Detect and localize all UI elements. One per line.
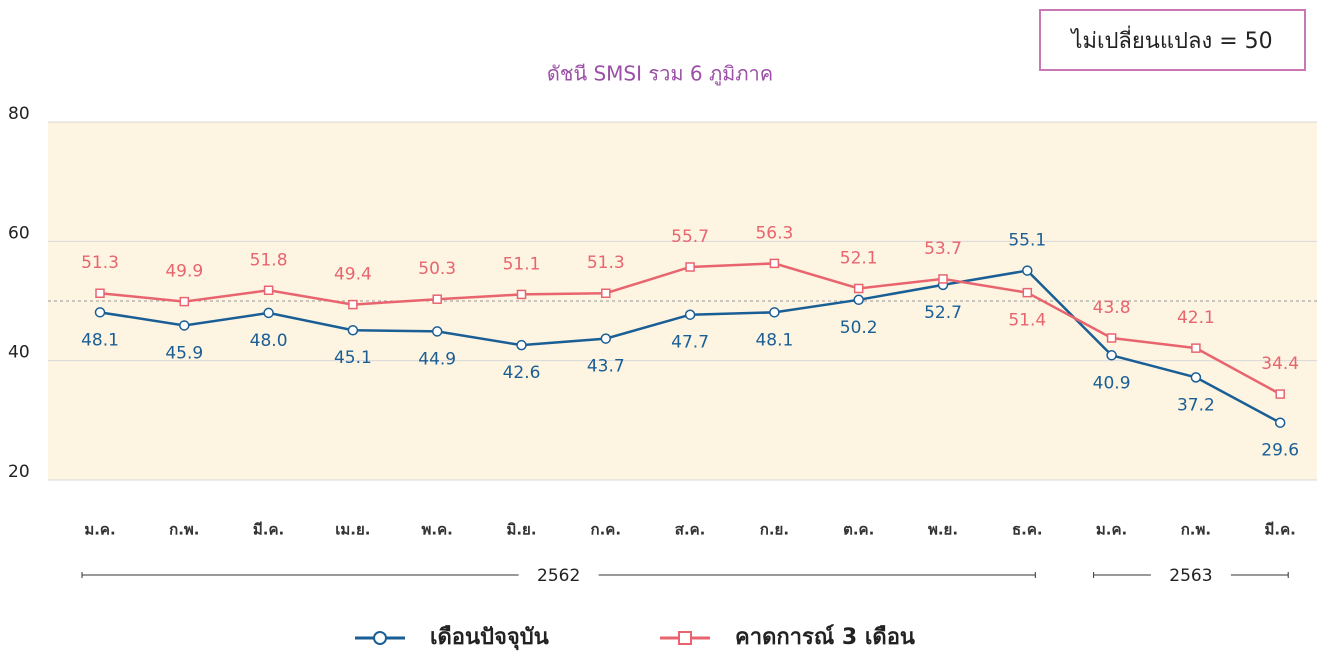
data-label: 44.9 [418, 349, 456, 369]
point [433, 295, 441, 303]
point [1276, 418, 1285, 427]
data-label: 42.1 [1177, 308, 1215, 328]
data-label: 45.1 [334, 348, 372, 368]
page: {"chart_data": {"type": "line", "title":… [0, 0, 1317, 664]
point [686, 310, 695, 319]
data-label: 40.9 [1093, 373, 1131, 393]
data-label: 42.6 [503, 363, 541, 383]
data-label: 50.3 [418, 259, 456, 279]
point [770, 308, 779, 317]
point [96, 308, 105, 317]
point [517, 341, 526, 350]
point [1023, 266, 1032, 275]
data-label: 43.7 [587, 357, 625, 377]
x-tick-label: ม.ค. [1096, 521, 1127, 539]
year-label: 2562 [537, 566, 580, 586]
data-label: 47.7 [671, 333, 709, 353]
chart-title: ดัชนี SMSI รวม 6 ภูมิภาค [547, 62, 773, 87]
point [265, 286, 273, 294]
point [1108, 334, 1116, 342]
y-tick-label: 80 [8, 104, 30, 124]
data-label: 56.3 [755, 223, 793, 243]
point [939, 275, 947, 283]
chart: ดัชนี SMSI รวม 6 ภูมิภาค ไม่เปลี่ยนแปลง … [0, 0, 1317, 664]
point [1107, 351, 1116, 360]
data-label: 51.3 [81, 253, 119, 273]
x-tick-label: ส.ค. [675, 521, 706, 539]
legend-label: เดือนปัจจุบัน [430, 625, 549, 651]
point [855, 284, 863, 292]
annotation: ไม่เปลี่ยนแปลง = 50 [1069, 25, 1272, 54]
point [96, 289, 104, 297]
point [1192, 344, 1200, 352]
x-tick-label: เม.ย. [335, 521, 370, 539]
y-tick-label: 60 [8, 223, 30, 243]
data-label: 51.4 [1008, 311, 1046, 331]
y-tick-label: 20 [8, 462, 30, 482]
point [180, 298, 188, 306]
point [686, 263, 694, 271]
data-label: 43.8 [1093, 298, 1131, 318]
x-tick-label: ก.ค. [591, 521, 622, 539]
point [770, 259, 778, 267]
point [264, 308, 273, 317]
x-tick-label: ต.ค. [843, 521, 874, 539]
point [349, 301, 357, 309]
data-label: 48.1 [755, 330, 793, 350]
x-tick-label: ก.พ. [169, 521, 199, 539]
point [348, 326, 357, 335]
point [433, 327, 442, 336]
x-tick-label: พ.ค. [422, 521, 453, 539]
x-tick-label: ก.ย. [760, 521, 789, 539]
data-label: 34.4 [1261, 354, 1299, 374]
data-label: 37.2 [1177, 395, 1215, 415]
x-tick-label: มี.ค. [253, 521, 284, 539]
x-tick-label: ธ.ค. [1012, 521, 1043, 539]
data-label: 48.1 [81, 330, 119, 350]
data-label: 49.4 [334, 265, 372, 285]
x-tick-label: ม.ค. [84, 521, 115, 539]
point [518, 290, 526, 298]
data-label: 52.1 [840, 248, 878, 268]
data-label: 51.3 [587, 253, 625, 273]
point [854, 295, 863, 304]
data-label: 49.9 [165, 262, 203, 282]
data-label: 48.0 [250, 331, 288, 351]
year-label: 2563 [1169, 566, 1212, 586]
data-label: 50.2 [840, 318, 878, 338]
x-tick-label: พ.ย. [928, 521, 958, 539]
data-label: 52.7 [924, 303, 962, 323]
x-tick-label: มิ.ย. [506, 521, 536, 539]
data-label: 51.8 [250, 250, 288, 270]
point [601, 334, 610, 343]
data-label: 55.1 [1008, 231, 1046, 251]
data-label: 45.9 [165, 343, 203, 363]
y-tick-label: 40 [8, 343, 30, 363]
point [1023, 289, 1031, 297]
data-label: 51.1 [503, 254, 541, 274]
legend-marker [679, 632, 691, 644]
data-label: 29.6 [1261, 441, 1299, 461]
x-tick-label: ก.พ. [1181, 521, 1211, 539]
legend-marker [374, 632, 386, 644]
point [1191, 373, 1200, 382]
point [180, 321, 189, 330]
data-label: 53.7 [924, 239, 962, 259]
x-tick-label: มี.ค. [1265, 521, 1296, 539]
point [602, 289, 610, 297]
data-label: 55.7 [671, 227, 709, 247]
point [1276, 390, 1284, 398]
legend-label: คาดการณ์ 3 เดือน [735, 624, 915, 650]
